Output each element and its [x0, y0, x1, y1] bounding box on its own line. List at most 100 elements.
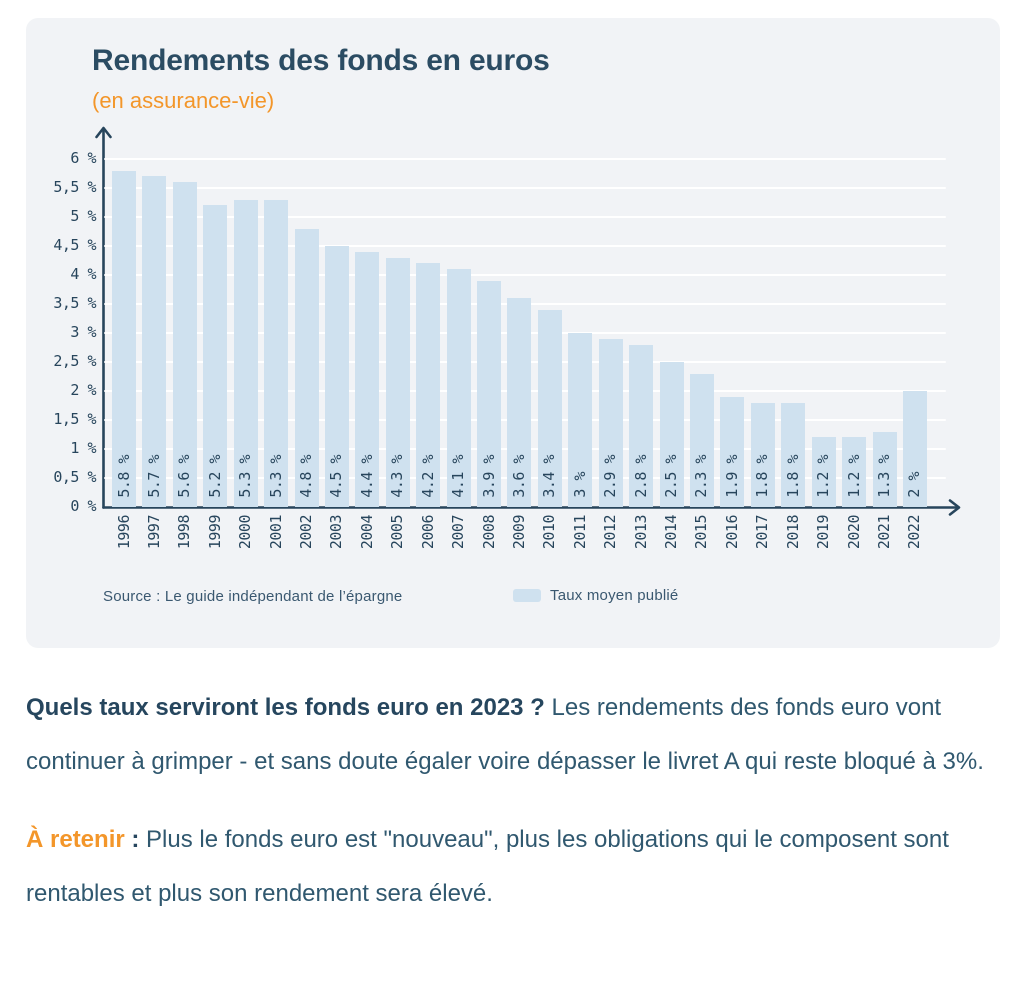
bar	[902, 391, 927, 507]
bar	[568, 333, 593, 507]
x-axis-arrow-icon	[948, 499, 961, 516]
bar	[355, 252, 380, 507]
y-tick-label: 1,5 %	[53, 410, 96, 428]
x-tick-label: 2010	[540, 515, 559, 550]
chart-title: Rendements des fonds en euros	[92, 44, 550, 77]
x-tick-label: 2000	[236, 515, 255, 550]
x-tick-label: 1999	[205, 515, 224, 550]
y-tick-label: 0 %	[70, 497, 96, 515]
bar-value-label: 4.1 %	[449, 455, 468, 498]
bar-value-label: 3.6 %	[509, 455, 528, 498]
bar-chart: 0 % 0,5 % 1 % 1,5 % 2 % 2,5 % 3 % 3,5 % 4 % 4,5 %…	[26, 18, 1000, 648]
p2-label: À retenir	[26, 826, 125, 853]
x-tick-label: 2012	[601, 515, 620, 550]
bar	[842, 437, 867, 507]
x-tick-label: 2007	[449, 515, 468, 550]
bar-value-label: 1.8 %	[753, 455, 772, 498]
p2-colon: :	[124, 826, 147, 853]
bar-value-label: 1.9 %	[722, 455, 741, 498]
bar-value-label: 5.2 %	[205, 455, 224, 498]
x-tick-label: 2005	[388, 515, 407, 550]
bar-value-label: 3.9 %	[479, 455, 498, 498]
gridline	[104, 245, 946, 247]
bar	[233, 200, 258, 507]
bar-value-label: 5.3 %	[236, 455, 255, 498]
y-tick-label: 3,5 %	[53, 294, 96, 312]
bar-value-label: 2.8 %	[631, 455, 650, 498]
x-tick-label: 2011	[570, 515, 589, 550]
legend-swatch	[513, 589, 541, 602]
bar-value-label: 2 %	[905, 472, 924, 498]
bar	[142, 176, 167, 507]
bar	[659, 362, 684, 507]
bar-value-label: 2.3 %	[692, 455, 711, 498]
chart-card: Rendements des fonds en euros (en assura…	[26, 18, 1000, 648]
bar	[689, 374, 714, 507]
paragraph-2: À retenir : Plus le fonds euro est "nouv…	[26, 813, 1002, 921]
y-tick-label: 6 %	[70, 149, 96, 167]
gridline	[104, 187, 946, 189]
bar-value-label: 4.8 %	[297, 455, 316, 498]
bar-value-label: 1.2 %	[844, 455, 863, 498]
y-tick-label: 4,5 %	[53, 236, 96, 254]
y-tick-label: 2,5 %	[53, 352, 96, 370]
bar	[720, 397, 745, 507]
p1-text: Les rendements des fonds euro vont conti…	[26, 694, 984, 775]
bar-value-label: 5.6 %	[175, 455, 194, 498]
bar	[629, 345, 654, 507]
bar	[781, 403, 806, 507]
x-tick-label: 2003	[327, 515, 346, 550]
article-text: Quels taux serviront les fonds euro en 2…	[26, 648, 1002, 921]
x-tick-label: 2016	[722, 515, 741, 550]
x-tick-label: 2017	[753, 515, 772, 550]
chart-subtitle: (en assurance-vie)	[92, 88, 275, 113]
bar	[264, 200, 289, 507]
x-tick-label: 1998	[175, 515, 194, 550]
bar	[203, 205, 228, 507]
bar-value-label: 2.9 %	[601, 455, 620, 498]
x-tick-label: 2022	[905, 515, 924, 550]
x-tick-label: 2002	[297, 515, 316, 550]
x-tick-label: 2013	[631, 515, 650, 550]
bar-value-label: 4.2 %	[418, 455, 437, 498]
bar-value-label: 1.2 %	[814, 455, 833, 498]
y-tick-label: 4 %	[70, 265, 96, 283]
bar-value-label: 5.8 %	[114, 455, 133, 498]
bar-value-label: 4.4 %	[357, 455, 376, 498]
x-tick-label: 1997	[144, 515, 163, 550]
gridline	[104, 216, 946, 218]
bar	[537, 310, 562, 507]
bar	[172, 182, 197, 507]
y-tick-label: 3 %	[70, 323, 96, 341]
legend: Taux moyen publié	[513, 587, 678, 604]
x-tick-label: 2015	[692, 515, 711, 550]
bar-value-label: 1.8 %	[783, 455, 802, 498]
bar-value-label: 3.4 %	[540, 455, 559, 498]
bar	[477, 281, 502, 507]
bar-value-label: 5.3 %	[266, 455, 285, 498]
bar	[598, 339, 623, 507]
bar-value-label: 4.3 %	[388, 455, 407, 498]
bar	[446, 269, 471, 507]
x-tick-label: 2021	[875, 515, 893, 550]
x-tick-label: 2019	[814, 515, 833, 550]
bar	[811, 437, 836, 507]
y-tick-label: 5,5 %	[53, 178, 96, 196]
bar	[507, 298, 532, 507]
gridline	[104, 274, 946, 276]
bar-value-label: 3 %	[570, 472, 589, 498]
chart-source: Source : Le guide indépendant de l’éparg…	[103, 588, 403, 605]
p2-text: Plus le fonds euro est "nouveau", plus l…	[26, 826, 949, 907]
gridline	[104, 158, 946, 160]
bar	[294, 229, 319, 507]
y-tick-label: 1 %	[70, 439, 96, 457]
y-axis-arrow-icon	[95, 126, 112, 139]
x-tick-label: 2006	[418, 515, 437, 550]
bar	[112, 171, 136, 507]
bar-value-label: 1.3 %	[875, 455, 893, 498]
x-tick-label: 2001	[266, 515, 285, 550]
bar	[750, 403, 775, 507]
y-tick-label: 5 %	[70, 207, 96, 225]
x-tick-label: 2008	[479, 515, 498, 550]
x-tick-label: 2004	[357, 515, 376, 550]
